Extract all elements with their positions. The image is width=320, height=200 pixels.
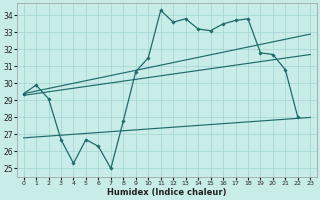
X-axis label: Humidex (Indice chaleur): Humidex (Indice chaleur): [107, 188, 227, 197]
